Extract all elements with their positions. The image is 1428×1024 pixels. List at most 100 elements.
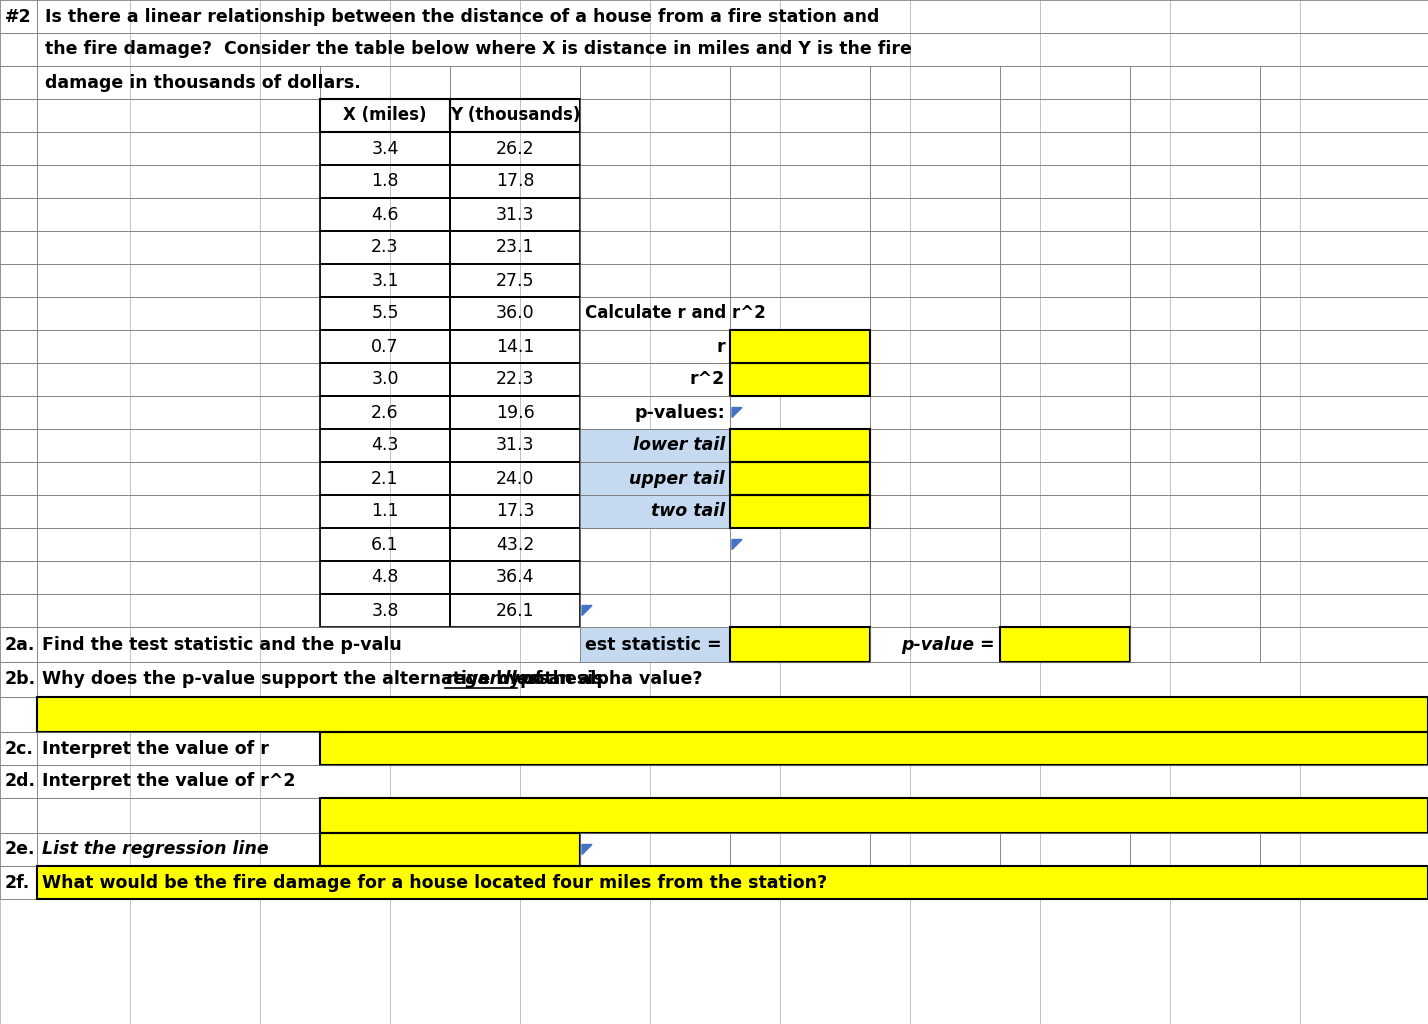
Bar [320, 732, 1428, 765]
Bar [580, 362, 730, 396]
Text: Find the test statistic and the p-valu: Find the test statistic and the p-valu [41, 636, 401, 653]
Bar [37, 231, 320, 264]
Bar [320, 495, 450, 528]
Polygon shape [583, 845, 593, 854]
Bar [0, 495, 37, 528]
Text: the fire damage?  Consider the table below where X is distance in miles and Y is: the fire damage? Consider the table belo… [46, 41, 912, 58]
Bar [0, 429, 37, 462]
Bar [1000, 561, 1130, 594]
Bar [320, 429, 450, 462]
Bar [37, 330, 320, 362]
Bar [580, 330, 730, 362]
Text: 3.8: 3.8 [371, 601, 398, 620]
Bar [580, 264, 730, 297]
Bar [1000, 833, 1130, 866]
Bar [37, 866, 1428, 899]
Bar [450, 132, 580, 165]
Bar [37, 297, 320, 330]
Bar [1259, 429, 1428, 462]
Bar [1000, 330, 1130, 362]
Bar [1000, 462, 1130, 495]
Text: regardless: regardless [446, 671, 550, 688]
Bar [730, 165, 870, 198]
Bar [1130, 297, 1259, 330]
Text: 27.5: 27.5 [496, 271, 534, 290]
Bar [580, 396, 730, 429]
Text: 0.7: 0.7 [371, 338, 398, 355]
Bar [320, 594, 450, 627]
Bar [37, 833, 320, 866]
Bar [37, 697, 1428, 732]
Bar [1130, 66, 1259, 99]
Bar [320, 561, 450, 594]
Bar [730, 429, 870, 462]
Bar [1259, 561, 1428, 594]
Bar [730, 462, 870, 495]
Bar [0, 99, 37, 132]
Bar [580, 132, 730, 165]
Bar [37, 66, 320, 99]
Bar [320, 798, 1428, 833]
Bar [1130, 198, 1259, 231]
Bar [37, 362, 320, 396]
Bar [870, 231, 1000, 264]
Bar [580, 330, 730, 362]
Bar [870, 429, 1000, 462]
Bar [870, 561, 1000, 594]
Bar [37, 264, 320, 297]
Bar [580, 66, 730, 99]
Bar [580, 561, 730, 594]
Bar [730, 495, 870, 528]
Text: List the regression line: List the regression line [41, 841, 268, 858]
Text: est statistic =: est statistic = [585, 636, 721, 653]
Bar [730, 132, 870, 165]
Bar [450, 528, 580, 561]
Bar [0, 198, 37, 231]
Bar [0, 0, 37, 33]
Bar [1000, 264, 1130, 297]
Text: 31.3: 31.3 [496, 206, 534, 223]
Bar [1130, 231, 1259, 264]
Bar [1130, 362, 1259, 396]
Bar [580, 362, 730, 396]
Bar [580, 429, 730, 462]
Bar [1000, 528, 1130, 561]
Bar [580, 495, 730, 528]
Bar [0, 866, 37, 899]
Text: 23.1: 23.1 [496, 239, 534, 256]
Bar [450, 495, 580, 528]
Polygon shape [733, 540, 743, 550]
Bar [580, 297, 730, 330]
Bar [37, 798, 320, 833]
Text: damage in thousands of dollars.: damage in thousands of dollars. [46, 74, 361, 91]
Bar [730, 362, 870, 396]
Bar [450, 594, 580, 627]
Text: 2.3: 2.3 [371, 239, 398, 256]
Bar [1259, 833, 1428, 866]
Bar [37, 765, 1428, 798]
Text: 3.0: 3.0 [371, 371, 398, 388]
Text: 2c.: 2c. [6, 739, 34, 758]
Bar [580, 297, 870, 330]
Bar [1259, 99, 1428, 132]
Bar [870, 627, 1000, 662]
Bar [580, 528, 730, 561]
Bar [37, 132, 320, 165]
Text: 2.6: 2.6 [371, 403, 398, 422]
Bar [320, 264, 450, 297]
Bar [1259, 362, 1428, 396]
Bar [0, 330, 37, 362]
Bar [0, 594, 37, 627]
Bar [1000, 594, 1130, 627]
Text: Y (thousands): Y (thousands) [450, 106, 580, 125]
Bar [1000, 66, 1130, 99]
Bar [870, 165, 1000, 198]
Bar [870, 396, 1000, 429]
Text: 3.4: 3.4 [371, 139, 398, 158]
Bar [320, 528, 450, 561]
Text: 43.2: 43.2 [496, 536, 534, 554]
Bar [1000, 627, 1130, 662]
Bar [320, 231, 450, 264]
Text: p-values:: p-values: [634, 403, 725, 422]
Text: lower tail: lower tail [633, 436, 725, 455]
